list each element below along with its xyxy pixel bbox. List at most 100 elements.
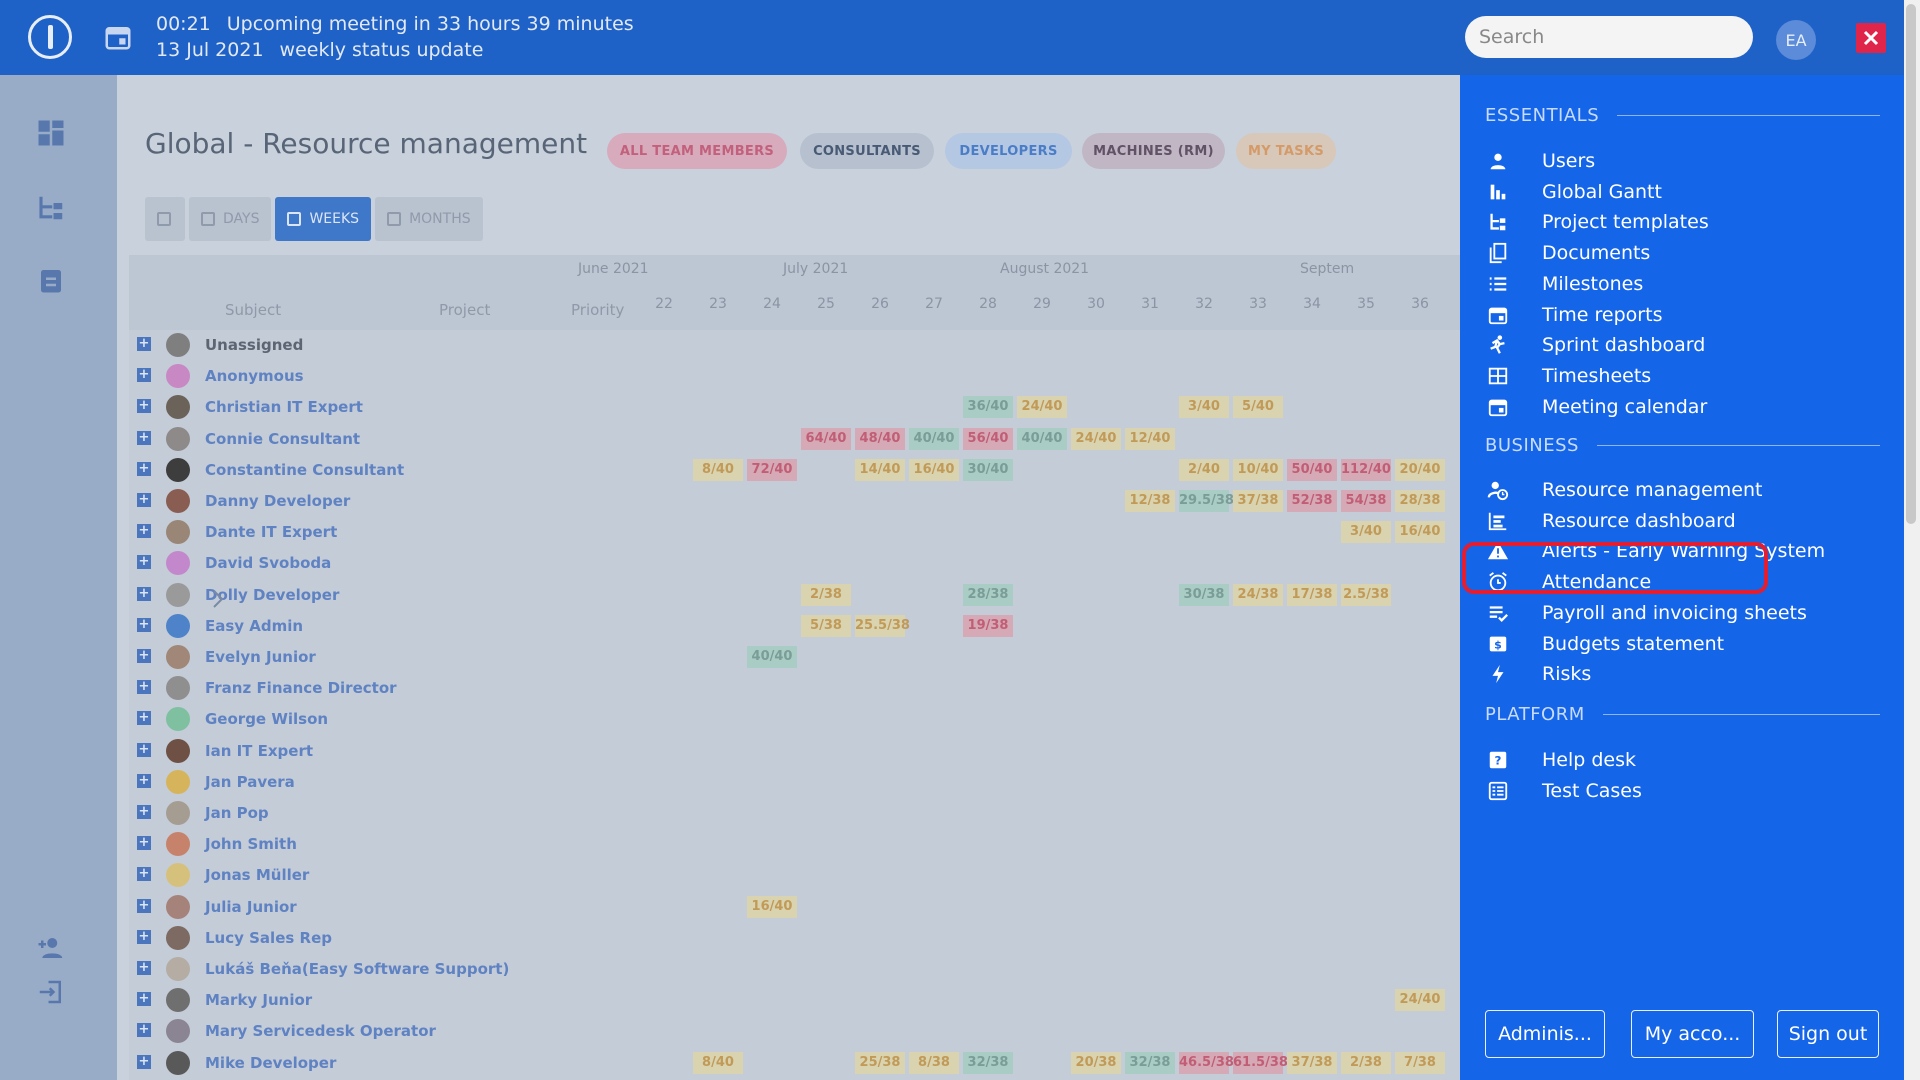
allocation-cell[interactable]: 8/40 (693, 1051, 743, 1074)
allocation-cell[interactable]: 61.5/38 (1233, 1051, 1288, 1074)
member-name[interactable]: Dante IT Expert (205, 523, 338, 542)
menu-item-budgets-statement[interactable]: $ Budgets statement (1480, 627, 1900, 661)
menu-item-meeting-calendar[interactable]: Meeting calendar (1480, 390, 1900, 424)
allocation-cell[interactable]: 25/38 (855, 1051, 905, 1074)
expand-icon[interactable]: + (137, 960, 151, 975)
menu-item-test-cases[interactable]: Test Cases (1480, 774, 1900, 808)
expand-icon[interactable]: + (137, 741, 151, 757)
allocation-cell[interactable]: 24/40 (1071, 427, 1121, 450)
allocation-cell[interactable]: 2/40 (1179, 458, 1229, 481)
expand-icon[interactable]: + (137, 679, 151, 695)
allocation-cell[interactable]: 37/38 (1233, 490, 1283, 512)
member-name[interactable]: Unassigned (205, 336, 304, 354)
table-row[interactable]: + John Smith (129, 829, 1460, 860)
expand-icon[interactable]: + (137, 1053, 151, 1069)
expand-icon[interactable]: + (137, 835, 151, 851)
allocation-cell[interactable]: 14/40 (855, 458, 905, 481)
table-row[interactable]: + Jan Pavera (129, 767, 1460, 798)
menu-item-help-desk[interactable]: ? Help desk (1480, 743, 1900, 777)
allocation-cell[interactable]: 16/40 (747, 895, 797, 918)
allocation-cell[interactable]: 24/40 (1395, 989, 1445, 1012)
member-name[interactable]: George Wilson (205, 710, 329, 729)
member-name[interactable]: Ian IT Expert (205, 741, 314, 760)
chip-developers[interactable]: DEVELOPERS (945, 133, 1072, 169)
sign-out-button[interactable]: Sign out (1777, 1010, 1879, 1058)
menu-item-documents[interactable]: Documents (1480, 236, 1900, 270)
member-name[interactable]: Mary Servicedesk Operator (205, 1022, 436, 1041)
member-name[interactable]: Jonas Müller (205, 866, 310, 885)
expand-icon[interactable]: + (137, 398, 151, 414)
menu-item-attendance[interactable]: Attendance (1480, 565, 1900, 599)
menu-item-users[interactable]: Users (1480, 144, 1900, 178)
menu-item-resource-management[interactable]: Resource management (1480, 473, 1900, 507)
expand-icon[interactable]: + (137, 336, 151, 351)
search-input[interactable] (1465, 16, 1753, 58)
allocation-cell[interactable]: 16/40 (1395, 521, 1445, 544)
user-avatar[interactable]: EA (1776, 20, 1816, 60)
allocation-cell[interactable]: 40/40 (747, 646, 797, 668)
member-name[interactable]: Easy Admin (205, 616, 304, 635)
expand-icon[interactable]: + (137, 772, 151, 788)
allocation-cell[interactable]: 54/38 (1341, 490, 1391, 512)
column-project[interactable]: Project (439, 301, 491, 319)
table-row[interactable]: + Danny Developer (129, 486, 1460, 517)
dashboard-icon[interactable] (36, 118, 66, 148)
allocation-cell[interactable]: 24/38 (1233, 583, 1283, 606)
member-name[interactable]: Mike Developer (205, 1053, 337, 1072)
allocation-cell[interactable]: 5/38 (801, 614, 851, 637)
allocation-cell[interactable]: 17/38 (1287, 583, 1337, 606)
member-name[interactable]: Julia Junior (205, 897, 297, 916)
chevron-right-icon[interactable] (211, 587, 225, 611)
allocation-cell[interactable]: 32/38 (963, 1051, 1013, 1074)
meeting-line-2[interactable]: 13 Jul 2021 weekly status update (156, 39, 499, 61)
allocation-cell[interactable]: 25.5/38 (855, 614, 910, 637)
table-row[interactable]: + Marky Junior (129, 985, 1460, 1016)
member-name[interactable]: Anonymous (205, 367, 304, 386)
allocation-cell[interactable]: 30/38 (1179, 583, 1229, 606)
allocation-cell[interactable]: 5/40 (1233, 396, 1283, 419)
table-row[interactable]: + Unassigned (129, 330, 1460, 361)
allocation-cell[interactable]: 29.5/38 (1179, 490, 1234, 512)
member-name[interactable]: John Smith (205, 835, 297, 854)
allocation-cell[interactable]: 37/38 (1287, 1051, 1337, 1074)
allocation-cell[interactable]: 30/40 (963, 458, 1013, 481)
chip-machines[interactable]: MACHINES (RM) (1082, 133, 1225, 169)
tree-icon[interactable] (36, 193, 66, 223)
allocation-cell[interactable]: 72/40 (747, 458, 797, 481)
allocation-cell[interactable]: 112/40 (1341, 458, 1391, 481)
expand-icon[interactable]: + (137, 804, 151, 819)
member-name[interactable]: David Svoboda (205, 554, 332, 573)
allocation-cell[interactable]: 50/40 (1287, 458, 1337, 481)
menu-item-project-templates[interactable]: Project templates (1480, 205, 1900, 239)
allocation-cell[interactable]: 2/38 (1341, 1051, 1391, 1074)
table-row[interactable]: + Christian IT Expert (129, 392, 1460, 423)
table-row[interactable]: + Lukáš Beňa(Easy Software Support) (129, 954, 1460, 985)
table-row[interactable]: + George Wilson (129, 704, 1460, 735)
calendar-picker-button[interactable] (145, 197, 185, 241)
allocation-cell[interactable]: 56/40 (963, 427, 1013, 450)
table-row[interactable]: + Dolly Developer (129, 580, 1460, 611)
logout-icon[interactable] (36, 977, 66, 1007)
expand-icon[interactable]: + (137, 460, 151, 476)
member-name[interactable]: Lukáš Beňa(Easy Software Support) (205, 960, 510, 978)
weeks-button[interactable]: WEEKS (275, 197, 372, 241)
table-row[interactable]: + Constantine Consultant (129, 455, 1460, 486)
table-row[interactable]: + Julia Junior (129, 892, 1460, 923)
table-row[interactable]: + Franz Finance Director (129, 673, 1460, 704)
allocation-cell[interactable]: 2/38 (801, 583, 851, 606)
allocation-cell[interactable]: 28/38 (1395, 490, 1445, 512)
menu-item-risks[interactable]: Risks (1480, 657, 1900, 691)
menu-item-sprint-dashboard[interactable]: Sprint dashboard (1480, 328, 1900, 362)
menu-item-payroll-and-invoicing-sheets[interactable]: Payroll and invoicing sheets (1480, 596, 1900, 630)
chip-my-tasks[interactable]: MY TASKS (1236, 133, 1336, 169)
add-user-icon[interactable] (36, 933, 66, 963)
table-row[interactable]: + Evelyn Junior (129, 642, 1460, 673)
allocation-cell[interactable]: 36/40 (963, 396, 1013, 419)
menu-item-milestones[interactable]: Milestones (1480, 267, 1900, 301)
meeting-line-1[interactable]: 00:21 Upcoming meeting in 33 hours 39 min… (156, 13, 650, 35)
table-row[interactable]: + Connie Consultant (129, 424, 1460, 455)
expand-icon[interactable]: + (137, 928, 151, 944)
allocation-cell[interactable]: 24/40 (1017, 396, 1067, 419)
allocation-cell[interactable]: 46.5/38 (1179, 1051, 1234, 1074)
allocation-cell[interactable]: 20/40 (1395, 458, 1445, 481)
